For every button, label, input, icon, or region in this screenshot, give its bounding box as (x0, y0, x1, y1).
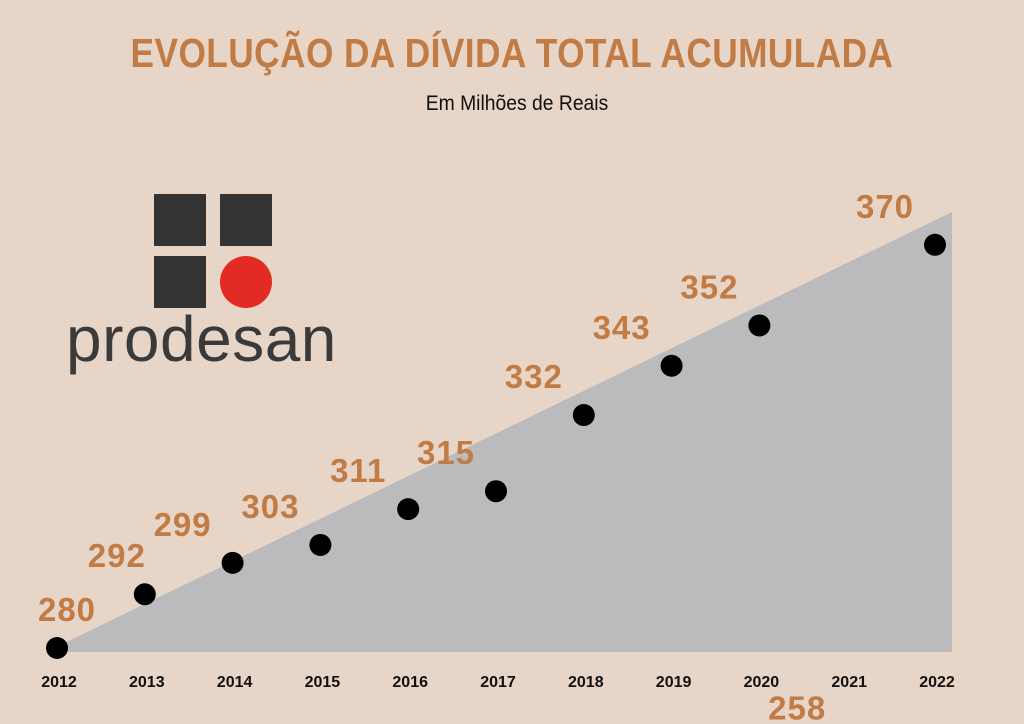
logo-square-bottom-left (154, 256, 206, 308)
data-label: 258 (768, 690, 826, 724)
x-tick-label: 2018 (568, 674, 604, 691)
x-tick-label: 2012 (41, 674, 77, 691)
data-point (572, 404, 595, 427)
data-point (309, 533, 332, 556)
x-tick-label: 2013 (129, 674, 165, 691)
data-label: 315 (417, 434, 475, 471)
data-label: 352 (680, 268, 738, 305)
chart-title: EVOLUÇÃO DA DÍVIDA TOTAL ACUMULADA (130, 30, 894, 76)
data-point (133, 583, 156, 606)
x-tick-label: 2017 (480, 674, 516, 691)
logo-wordmark: prodesan (66, 303, 337, 375)
x-tick-label: 2014 (217, 674, 253, 691)
logo-square-top-right (220, 194, 272, 246)
data-point (46, 637, 68, 659)
data-label: 311 (330, 452, 386, 489)
x-tick-label: 2022 (919, 674, 955, 691)
data-label: 299 (154, 506, 212, 543)
data-label: 292 (88, 537, 146, 574)
data-point (221, 551, 244, 574)
data-point (924, 233, 946, 256)
data-point (485, 480, 507, 503)
logo-square-top-left (154, 194, 206, 246)
chart-subtitle: Em Milhões de Reais (425, 92, 609, 115)
data-point (748, 314, 771, 337)
data-label: 343 (593, 309, 651, 346)
data-label: 303 (241, 488, 299, 525)
x-tick-label: 2020 (744, 674, 780, 691)
x-tick-label: 2019 (656, 674, 692, 691)
x-tick-label: 2015 (305, 674, 341, 691)
data-point (660, 354, 683, 377)
data-label: 332 (505, 358, 563, 395)
x-tick-label: 2021 (831, 674, 867, 691)
area-fill (46, 212, 952, 652)
prodesan-logo: prodesan (60, 190, 380, 380)
logo-red-circle (220, 256, 272, 308)
data-label: 280 (38, 591, 96, 628)
data-label: 370 (856, 188, 914, 225)
x-tick-label: 2016 (392, 674, 428, 691)
chart-marks: 280 2012 292 2013 299 2014 303 2015 311 2016 315 20… (38, 188, 955, 724)
data-point (397, 498, 420, 521)
